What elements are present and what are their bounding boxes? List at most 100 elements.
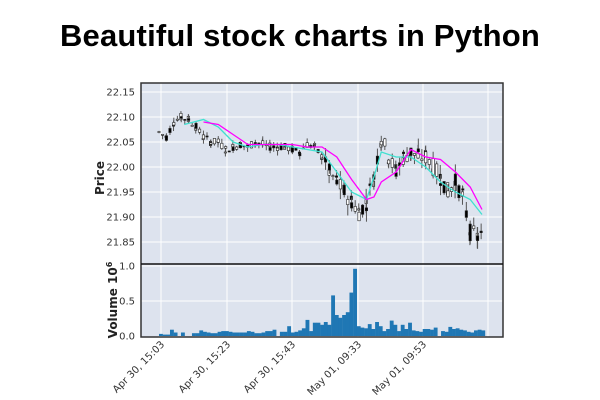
volume-bar — [316, 322, 321, 336]
candle-body — [420, 158, 424, 161]
candle-body — [239, 143, 243, 149]
volume-bar — [411, 330, 416, 336]
volume-bar — [367, 324, 372, 336]
volume-bar — [309, 331, 314, 336]
page-title: Beautiful stock charts in Python — [59, 18, 541, 53]
volume-bar — [364, 328, 368, 336]
volume-bar — [422, 329, 427, 336]
volume-bar — [470, 332, 475, 336]
volume-bar — [444, 331, 449, 336]
volume-bar — [353, 268, 357, 336]
volume-bar — [202, 331, 207, 336]
volume-bar — [426, 329, 431, 336]
price-tick-label: 22.15 — [106, 88, 135, 99]
volume-bar — [331, 295, 336, 336]
candle-body — [442, 181, 446, 194]
candle-body — [313, 143, 317, 145]
axes-frame — [140, 82, 504, 338]
candle-body — [175, 118, 179, 121]
candle-body — [468, 223, 472, 242]
candle-body — [342, 184, 346, 196]
volume-bar — [279, 331, 284, 336]
x-tick-label: May 01, 09:53 — [371, 339, 430, 398]
ma-slow-line — [203, 121, 483, 210]
volume-bar — [386, 329, 390, 336]
volume-bar — [290, 332, 295, 336]
volume-bar — [210, 333, 215, 336]
candle-body — [379, 140, 383, 146]
volume-bar — [455, 328, 460, 336]
volume-bar — [301, 328, 306, 336]
candle-body — [387, 159, 391, 165]
candle-body — [476, 235, 480, 241]
candle-body — [461, 188, 465, 191]
volume-bar — [217, 331, 222, 336]
candle-body — [161, 134, 165, 136]
candle-body — [279, 145, 283, 151]
candle-body — [346, 199, 350, 206]
volume-tick-label: 0.0 — [119, 332, 135, 343]
volume-bar — [466, 331, 471, 336]
volume-bar — [246, 331, 251, 336]
candle-body — [335, 175, 339, 178]
candle-body — [457, 185, 461, 199]
volume-bar — [254, 333, 259, 336]
candle-body — [212, 138, 216, 145]
volume-bar — [239, 332, 244, 336]
volume-bar — [459, 329, 464, 336]
price-tick-label: 22.00 — [106, 163, 135, 174]
volume-tick-label: 0.5 — [119, 297, 135, 308]
volume-bar — [481, 330, 486, 336]
volume-bar — [356, 326, 361, 336]
volume-bar — [265, 331, 270, 336]
volume-bar — [327, 324, 332, 336]
candle-body — [164, 135, 168, 141]
volume-bar — [430, 329, 434, 336]
candle-body — [331, 175, 335, 177]
price-axis-label: Price — [93, 161, 107, 195]
volume-bar — [408, 322, 412, 336]
candle-body — [335, 179, 339, 185]
volume-bar — [419, 331, 423, 336]
volume-bar — [338, 317, 343, 336]
candle-body — [353, 206, 357, 212]
volume-bar — [213, 333, 218, 336]
candle-body — [179, 116, 183, 119]
x-tick-label: Apr 30, 15:43 — [242, 339, 298, 395]
volume-bar — [334, 315, 339, 336]
volume-bar — [298, 330, 303, 336]
candle-body — [446, 190, 450, 198]
volume-bar — [162, 334, 167, 336]
volume-bar — [199, 330, 204, 336]
volume-bar — [173, 332, 178, 336]
volume-bar — [441, 331, 445, 336]
candle-body — [390, 158, 394, 168]
price-tick-label: 21.90 — [106, 213, 135, 224]
volume-bar — [371, 329, 376, 336]
volume-bar — [195, 333, 200, 336]
candle-body — [350, 202, 354, 209]
volume-bar — [393, 324, 398, 336]
volume-bar — [191, 333, 196, 336]
volume-bar — [448, 326, 453, 336]
candle-body — [246, 144, 250, 147]
volume-bar — [232, 332, 237, 336]
volume-axis-label: Volume 106 — [105, 261, 120, 338]
volume-bar — [375, 322, 379, 336]
volume-bar — [382, 331, 387, 336]
candle-body — [361, 204, 365, 215]
volume-bar — [250, 331, 255, 336]
x-tick-label: Apr 30, 15:03 — [111, 339, 167, 395]
candle-body — [209, 142, 213, 145]
volume-bar — [452, 329, 456, 336]
candle-body — [298, 153, 302, 157]
candle-body — [205, 135, 209, 138]
candle-body — [453, 173, 457, 186]
volume-bar — [224, 331, 229, 336]
volume-tick-label: 1.0 — [119, 262, 135, 273]
candle-body — [276, 147, 280, 151]
price-tick-label: 21.85 — [106, 238, 135, 249]
candle-body — [412, 153, 416, 156]
volume-bar — [378, 326, 383, 336]
